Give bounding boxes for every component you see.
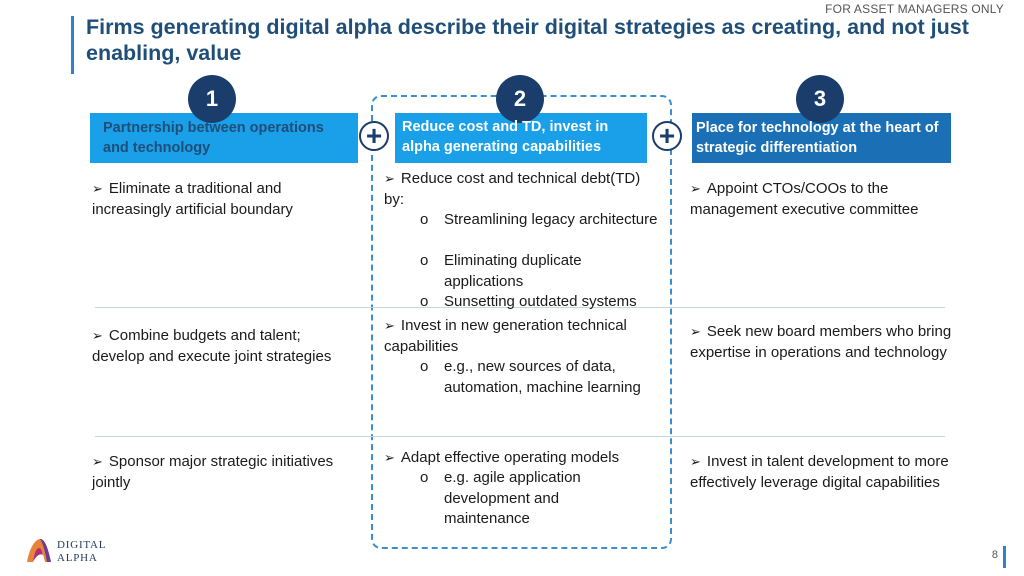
logo-wordmark: DIGITAL ALPHA xyxy=(57,539,107,564)
list-item: ➢ Reduce cost and technical debt(TD) by: xyxy=(384,170,641,208)
sub-list-item: o Eliminating duplicate applications xyxy=(420,252,582,290)
list-item: ➢ Appoint CTOs/COOs to the management exe… xyxy=(690,180,919,218)
column-2-number-badge: 2 xyxy=(496,75,544,123)
circle-bullet-icon: o xyxy=(420,469,429,486)
column-3-header: Place for technology at the heart of str… xyxy=(696,120,939,156)
column-2-header: Reduce cost and TD, invest in alpha gene… xyxy=(402,119,609,155)
arrow-bullet-icon: ➢ xyxy=(690,324,701,339)
circle-bullet-icon: o xyxy=(420,252,429,269)
column-1-header-band xyxy=(90,113,358,163)
arrow-bullet-icon: ➢ xyxy=(690,454,701,469)
list-item: ➢ Adapt effective operating models xyxy=(384,449,620,466)
plus-icon: + xyxy=(652,121,682,151)
list-item: ➢ Seek new board members who bring expert… xyxy=(690,323,952,361)
list-item: ➢ Invest in talent development to more ef… xyxy=(690,453,949,491)
column-3-number-badge: 3 xyxy=(796,75,844,123)
sub-list-item: o Sunsetting outdated systems xyxy=(420,292,670,313)
arrow-bullet-icon: ➢ xyxy=(384,450,395,465)
list-item: ➢ Invest in new generation technical capa… xyxy=(384,317,627,355)
circle-bullet-icon: o xyxy=(420,211,429,228)
arrow-bullet-icon: ➢ xyxy=(92,328,103,343)
list-item: ➢ Combine budgets and talent; develop and… xyxy=(92,327,332,365)
list-item: ➢ Sponsor major strategic initiatives joi… xyxy=(92,453,334,491)
page-number: 8 xyxy=(991,549,998,561)
arrow-bullet-icon: ➢ xyxy=(92,181,103,196)
plus-icon: + xyxy=(359,121,389,151)
arrow-bullet-icon: ➢ xyxy=(384,171,395,186)
arrow-bullet-icon: ➢ xyxy=(384,318,395,333)
slide-title: Firms generating digital alpha describe … xyxy=(86,15,969,65)
row-divider xyxy=(95,436,945,437)
sub-list-item: o e.g. agile application development and… xyxy=(420,469,581,527)
column-1-number-badge: 1 xyxy=(188,75,236,123)
audience-note: FOR ASSET MANAGERS ONLY xyxy=(825,2,1004,16)
column-1-header: Partnership between operations and techn… xyxy=(103,120,324,156)
title-accent-bar xyxy=(71,16,74,74)
circle-bullet-icon: o xyxy=(420,358,429,375)
arrow-bullet-icon: ➢ xyxy=(92,454,103,469)
digital-alpha-logo-icon xyxy=(27,539,51,562)
sub-list-item: o Streamlining legacy architecture xyxy=(420,210,660,231)
circle-bullet-icon: o xyxy=(420,293,429,310)
row-divider xyxy=(95,307,945,308)
sub-list-item: o e.g., new sources of data, automation,… xyxy=(420,358,641,396)
list-item: ➢ Eliminate a traditional and increasingl… xyxy=(92,180,293,218)
arrow-bullet-icon: ➢ xyxy=(690,181,701,196)
page-number-accent-bar xyxy=(1003,546,1006,568)
